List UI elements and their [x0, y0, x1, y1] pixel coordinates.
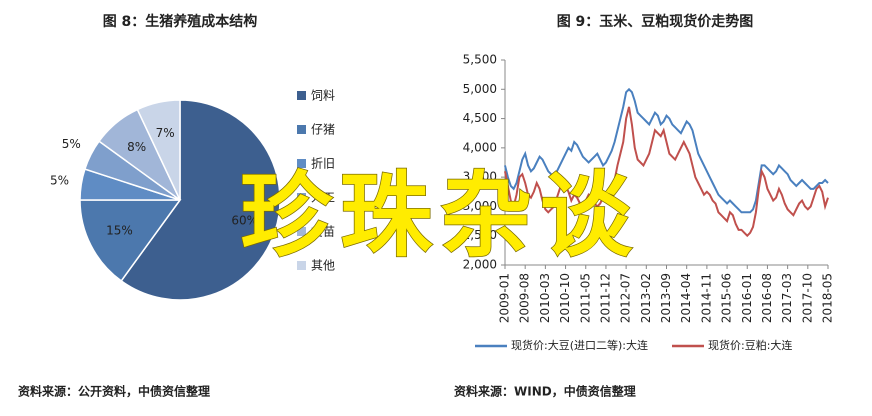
- chart-title: 图 8：生猪养殖成本结构: [103, 13, 258, 30]
- pie-slice: [136, 99, 181, 201]
- legend-label: 现货价:豆粕:大连: [708, 338, 792, 352]
- legend-label: 饲料: [311, 89, 335, 103]
- x-tick-label: 2009-01: [498, 273, 512, 323]
- x-tick-label: 2012-07: [619, 273, 633, 323]
- pie-slice: [79, 199, 182, 282]
- y-tick-label: 4,500: [463, 111, 497, 125]
- y-tick-label: 2,500: [463, 228, 497, 242]
- pie-slice: [120, 99, 281, 301]
- x-tick-label: 2011-05: [578, 273, 592, 323]
- slice-label: 5%: [50, 173, 69, 187]
- chart-title: 图 9：玉米、豆粕现货价走势图: [557, 13, 754, 30]
- x-tick-label: 2013-09: [659, 273, 673, 323]
- y-tick-label: 3,500: [463, 170, 497, 184]
- slice-label: 5%: [62, 137, 81, 151]
- x-tick-label: 2013-02: [639, 273, 653, 323]
- x-tick-label: 2010-03: [538, 273, 552, 323]
- legend-swatch: [297, 159, 306, 168]
- x-tick-label: 2010-10: [558, 273, 572, 323]
- x-tick-label: 2016-01: [740, 273, 754, 323]
- x-tick-label: 2014-04: [679, 273, 693, 323]
- legend-label: 人工: [311, 191, 335, 205]
- y-tick-label: 3,000: [463, 199, 497, 213]
- legend-label: 其他: [311, 259, 335, 273]
- legend-swatch: [297, 193, 306, 202]
- series-line: [504, 106, 829, 238]
- x-tick-label: 2018-05: [821, 273, 835, 323]
- legend-swatch: [297, 227, 306, 236]
- slice-label: 7%: [156, 126, 175, 140]
- legend-swatch: [297, 125, 306, 134]
- slice-label: 8%: [127, 140, 146, 154]
- x-tick-label: 2017-10: [800, 273, 814, 323]
- x-tick-label: 2016-08: [760, 273, 774, 323]
- series-line: [504, 87, 829, 214]
- x-tick-label: 2015-06: [720, 273, 734, 323]
- legend-label: 仔猪: [311, 123, 335, 137]
- legend-label: 疫苗: [311, 224, 335, 239]
- y-tick-label: 5,000: [463, 82, 497, 96]
- y-tick-label: 4,000: [463, 140, 497, 154]
- legend-label: 现货价:大豆(进口二等):大连: [511, 338, 648, 352]
- slice-label: 15%: [106, 223, 133, 237]
- legend-swatch: [297, 91, 306, 100]
- slice-label: 60%: [231, 214, 258, 228]
- x-tick-label: 2017-03: [780, 273, 794, 323]
- source-note: 资料来源：WIND，中债资信整理: [454, 384, 636, 399]
- source-note: 资料来源：公开资料，中债资信整理: [18, 384, 210, 399]
- watermark: 珍珠杂谈: [240, 162, 640, 269]
- y-tick-label: 2,000: [463, 258, 497, 272]
- x-tick-label: 2014-11: [699, 273, 713, 323]
- x-tick-label: 2009-08: [518, 273, 532, 323]
- legend-swatch: [297, 261, 306, 270]
- y-tick-label: 5,500: [463, 53, 497, 67]
- legend-label: 折旧: [311, 156, 335, 171]
- x-tick-label: 2011-12: [598, 273, 612, 323]
